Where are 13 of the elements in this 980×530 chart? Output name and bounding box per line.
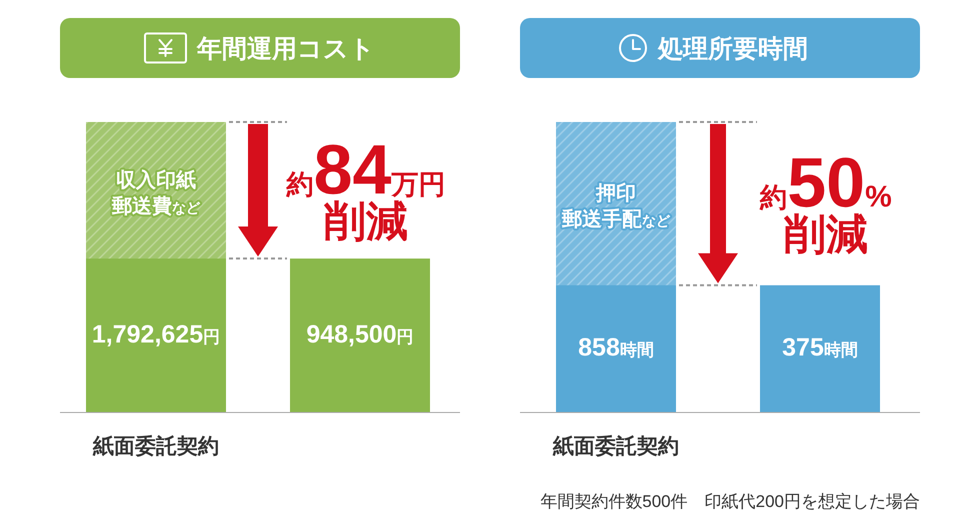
x-tick-label: 紙面委託契約	[92, 434, 219, 458]
chart-title: 年間運用コスト	[196, 35, 375, 63]
text: 年間契約件数500件 印紙代200円を想定した場合	[540, 492, 920, 511]
data-label: 948,500円	[306, 320, 414, 348]
annotation: 約50%削減	[759, 144, 892, 258]
band-label: 押印郵送手配など	[561, 182, 671, 231]
data-label: 375時間	[782, 334, 858, 362]
data-label: 858時間	[578, 334, 654, 362]
data-label: 1,792,625円	[92, 320, 220, 348]
band-label: 収入印紙郵送費など	[111, 168, 201, 218]
chart-title: 処理所要時間	[657, 35, 808, 63]
x-tick-label: 紙面委託契約	[552, 434, 679, 458]
annotation: 約84万円削減	[286, 130, 446, 244]
